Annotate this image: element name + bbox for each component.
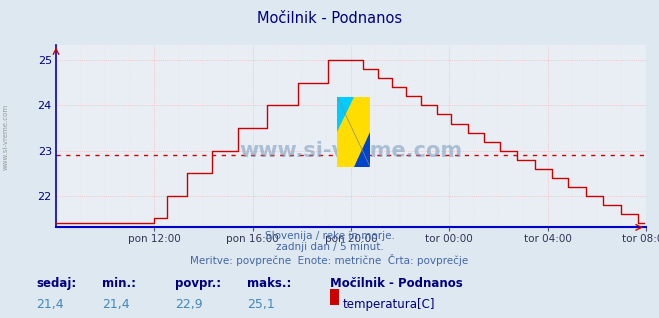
Text: min.:: min.: bbox=[102, 277, 136, 290]
Text: sedaj:: sedaj: bbox=[36, 277, 76, 290]
Text: Močilnik - Podnanos: Močilnik - Podnanos bbox=[257, 11, 402, 26]
Text: temperatura[C]: temperatura[C] bbox=[343, 298, 435, 311]
Text: www.si-vreme.com: www.si-vreme.com bbox=[2, 104, 9, 170]
Text: Slovenija / reke in morje.: Slovenija / reke in morje. bbox=[264, 231, 395, 240]
Text: 21,4: 21,4 bbox=[102, 298, 130, 311]
Polygon shape bbox=[354, 132, 370, 167]
Text: www.si-vreme.com: www.si-vreme.com bbox=[239, 141, 463, 161]
Text: povpr.:: povpr.: bbox=[175, 277, 221, 290]
Text: 25,1: 25,1 bbox=[247, 298, 275, 311]
Text: 22,9: 22,9 bbox=[175, 298, 202, 311]
Text: maks.:: maks.: bbox=[247, 277, 291, 290]
Text: Močilnik - Podnanos: Močilnik - Podnanos bbox=[330, 277, 462, 290]
Text: 21,4: 21,4 bbox=[36, 298, 64, 311]
Polygon shape bbox=[337, 97, 354, 132]
Text: Meritve: povprečne  Enote: metrične  Črta: povprečje: Meritve: povprečne Enote: metrične Črta:… bbox=[190, 254, 469, 266]
Text: zadnji dan / 5 minut.: zadnji dan / 5 minut. bbox=[275, 242, 384, 252]
